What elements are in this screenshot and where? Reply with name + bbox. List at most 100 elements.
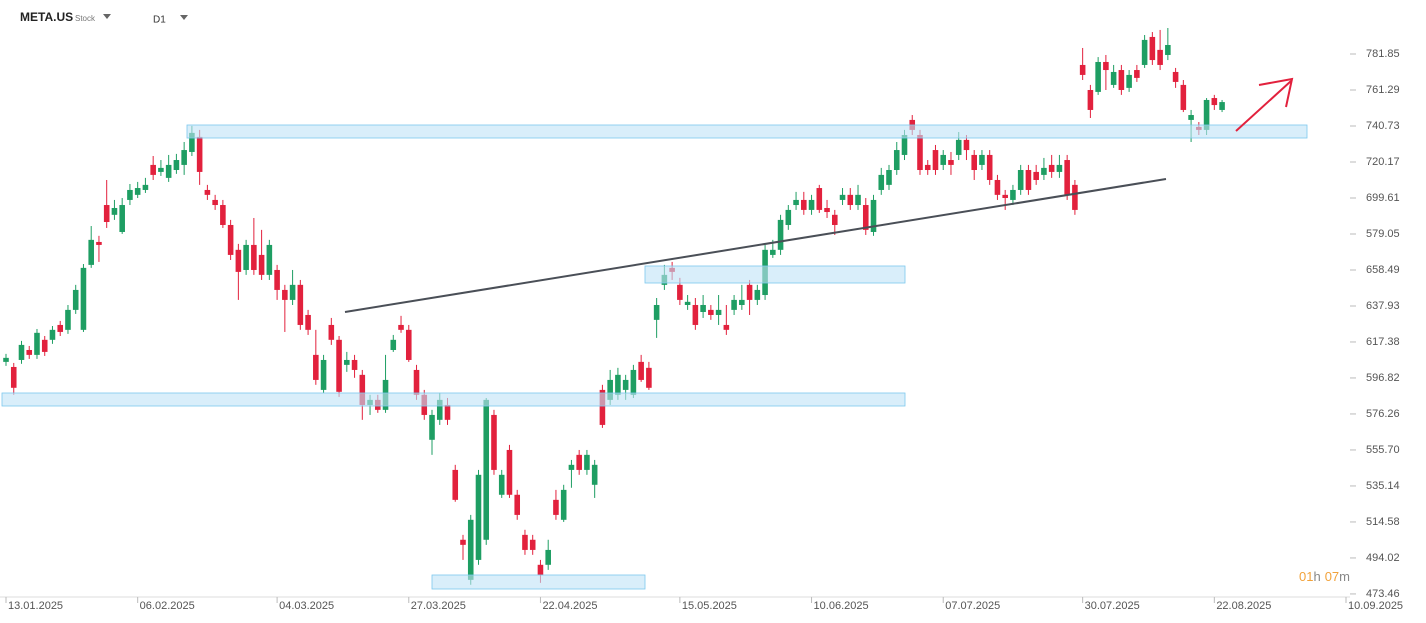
candle-body (700, 304, 706, 312)
plot-layer: 781.85 761.29 740.73 720.17 699.61 579.05 658.… (0, 28, 1403, 612)
candle-body (96, 241, 102, 245)
candle-body (189, 132, 195, 152)
countdown-minutes: 07 (1325, 569, 1339, 584)
y-tick-label: 555.70 (1366, 444, 1400, 456)
x-tick-label: 07.07.2025 (945, 600, 1000, 612)
candle-body (282, 289, 288, 300)
candle-body (127, 189, 133, 200)
candle-body (119, 205, 125, 232)
candle-body (653, 304, 660, 320)
trend-line (344, 178, 1167, 313)
candle-body (1079, 64, 1086, 75)
x-tick-label: 04.03.2025 (279, 600, 334, 612)
header: META.US Stock D1 (20, 10, 188, 26)
x-tick-label: 13.01.2025 (8, 600, 63, 612)
countdown-minutes-unit: m (1339, 569, 1350, 584)
candle-body (560, 489, 567, 520)
candle-body (901, 134, 908, 155)
y-tick-label: 494.02 (1366, 552, 1400, 564)
candle-body (1157, 49, 1163, 65)
candle-body (196, 136, 203, 172)
candle-body (18, 344, 25, 360)
interval[interactable]: D1 (153, 15, 166, 26)
candle-body (777, 219, 784, 250)
candle-body (3, 357, 9, 362)
candle-body (715, 309, 722, 315)
candle-body (615, 374, 621, 395)
candle-body (785, 209, 792, 225)
x-tick-label: 10.06.2025 (814, 600, 869, 612)
candle-body (444, 404, 451, 420)
candle-body (297, 284, 304, 325)
support-zone (644, 265, 906, 284)
candle-body (932, 150, 939, 171)
candle-body (684, 301, 691, 305)
arrow (1235, 80, 1292, 132)
candle-body (142, 184, 149, 190)
candle-body (878, 174, 885, 190)
candle-body (1033, 171, 1039, 180)
candle-body (150, 164, 156, 175)
candle-body (158, 167, 164, 172)
candle-body (1048, 164, 1055, 172)
candle-body (289, 284, 296, 300)
y-tick-label: 781.85 (1366, 48, 1400, 60)
candle-body (622, 379, 629, 390)
y-tick-label: 637.93 (1366, 300, 1400, 312)
candle-body (568, 464, 575, 470)
candle-body (243, 244, 249, 270)
candle-body (770, 249, 776, 255)
candle-body (266, 244, 273, 275)
candle-body (1110, 71, 1117, 85)
candle-body (1041, 167, 1047, 175)
candle-body (313, 354, 319, 380)
resistance-zone (186, 124, 1308, 139)
candle-body (1211, 98, 1218, 106)
y-tick-label: 576.26 (1366, 408, 1400, 420)
candle-body (576, 454, 582, 470)
candle-body (599, 389, 606, 425)
candle-body (1118, 70, 1125, 90)
candle-body (10, 366, 17, 388)
candle-body (49, 329, 56, 340)
candle-body (26, 349, 33, 355)
candle-body (739, 299, 745, 305)
dropdown-icon[interactable] (103, 14, 111, 19)
candle-body (584, 454, 590, 470)
candle-body (522, 534, 528, 550)
candle-body (847, 194, 854, 206)
y-tick-label: 535.14 (1366, 480, 1400, 492)
candle-body (181, 150, 187, 165)
candle-body (839, 194, 846, 200)
candle-body (816, 188, 823, 210)
y-tick-label: 720.17 (1366, 156, 1400, 168)
candle-body (413, 369, 420, 395)
candle-body (498, 474, 505, 495)
candle-body (1056, 164, 1063, 172)
candle-body (1126, 74, 1132, 88)
x-tick-label: 30.07.2025 (1085, 600, 1140, 612)
candle-body (917, 134, 923, 171)
y-tick-label: 658.49 (1366, 264, 1400, 276)
y-tick-label: 579.05 (1366, 228, 1400, 240)
candle-body (1188, 115, 1194, 120)
candle-body (979, 154, 985, 165)
candle-body (537, 564, 544, 575)
candle-body (80, 267, 87, 330)
candle-body (165, 164, 172, 178)
candle-body (801, 199, 807, 210)
dropdown-icon[interactable] (180, 15, 188, 20)
candle-body (274, 269, 280, 290)
candle-body (731, 299, 737, 310)
candle-body (1219, 102, 1225, 110)
x-tick-label: 27.03.2025 (411, 600, 466, 612)
candle-body (235, 249, 242, 272)
candle-body (344, 359, 350, 365)
candle-body (553, 499, 559, 515)
y-tick-label: 740.73 (1366, 120, 1400, 132)
candle-body (723, 324, 730, 330)
candle-body (212, 199, 218, 206)
candle-body (746, 284, 753, 300)
y-tick-label: 596.82 (1366, 372, 1400, 384)
